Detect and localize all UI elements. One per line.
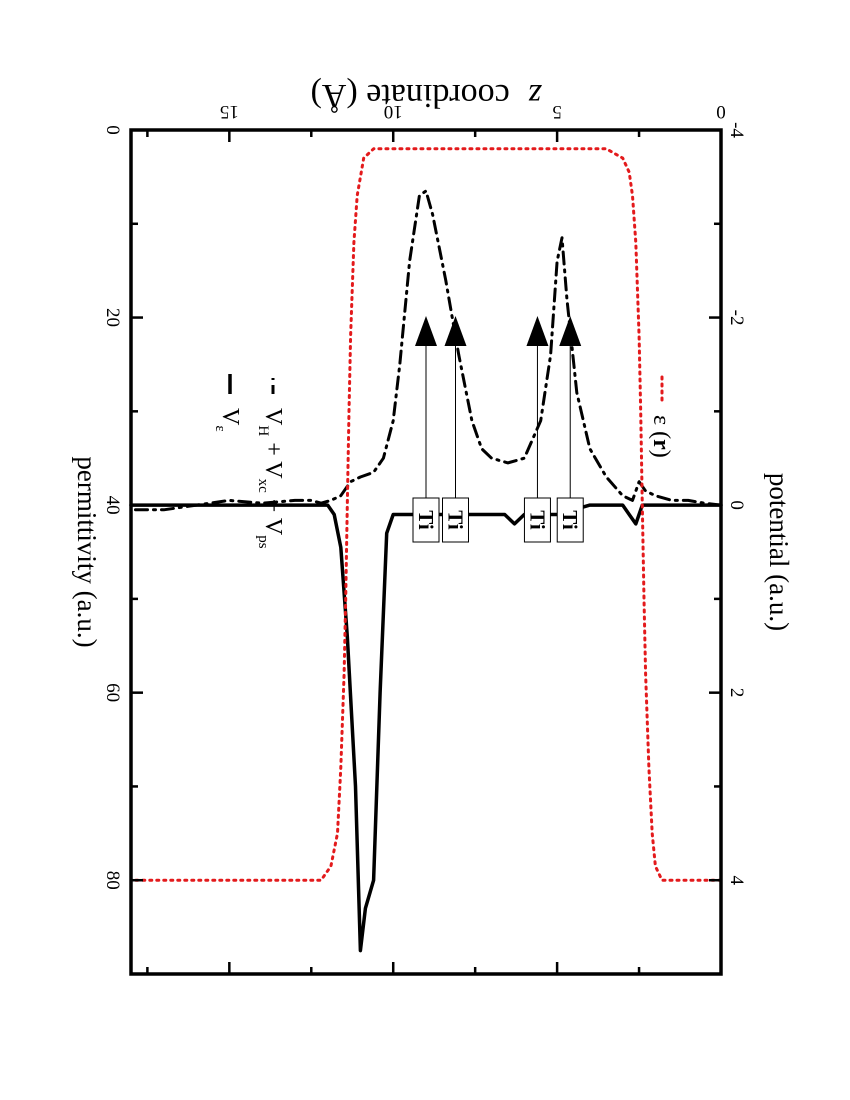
axis-ticks: [131, 128, 723, 976]
atom-label: Ti: [414, 510, 438, 530]
x-axis-title-variable: z: [528, 77, 542, 114]
plot-curves: [129, 147, 723, 953]
series-line-2: [129, 147, 723, 882]
left-y-axis-title: potential (a.u.): [764, 473, 794, 631]
x-tick-label: 10: [384, 101, 403, 122]
legend-label-veps: Vε: [212, 408, 243, 432]
atom-label: Ti: [444, 510, 468, 530]
atom-arrow-head: [444, 316, 467, 346]
legend-item-vh: VH + Vxc + Vps: [255, 374, 286, 549]
atom-arrow-head: [559, 316, 582, 346]
atom-label: Ti: [558, 510, 582, 530]
left-y-tick-label: 0: [726, 500, 747, 510]
atom-annotations: Ti Ti Ti Ti: [412, 316, 584, 543]
left-y-tick-label: 4: [726, 875, 747, 885]
atom-annotation-0: Ti: [556, 316, 584, 543]
right-y-tick-label: 0: [102, 125, 123, 135]
legend-item-veps: Vε: [212, 374, 243, 432]
atom-arrow-head: [415, 316, 437, 346]
right-y-tick-label: 40: [102, 496, 123, 515]
atom-label: Ti: [525, 510, 549, 530]
legend-label-vh: VH + Vxc + Vps: [255, 408, 286, 549]
right-y-tick-label: 80: [102, 871, 123, 890]
left-y-tick-label: -4: [726, 122, 747, 138]
plot-frame: [129, 128, 723, 976]
series-line-1: [129, 503, 723, 953]
x-tick-label: 5: [552, 101, 562, 122]
left-y-tick-label: 2: [726, 688, 747, 698]
right-y-tick-label: 20: [102, 308, 123, 327]
atom-annotation-1: Ti: [523, 316, 551, 543]
right-y-tick-label: 60: [102, 683, 123, 702]
right-y-axis-title: permittivity (a.u.): [72, 456, 102, 647]
x-axis-title-text: coordinate (Å): [311, 77, 510, 114]
atom-arrow-head: [526, 316, 549, 346]
x-tick-label: 0: [716, 101, 726, 122]
atom-annotation-3: Ti: [412, 316, 440, 543]
legend-item-eps: ε (r): [648, 370, 674, 458]
atom-label-box: [523, 497, 551, 543]
left-y-tick-label: -2: [726, 310, 747, 326]
series-line-0: [129, 189, 723, 512]
x-tick-label: 15: [220, 101, 239, 122]
x-axis-title: z coordinate (Å): [311, 77, 543, 114]
atom-annotation-2: Ti: [442, 316, 469, 543]
atom-label-box: [412, 497, 440, 543]
legend-label-eps: ε (r): [648, 415, 674, 458]
